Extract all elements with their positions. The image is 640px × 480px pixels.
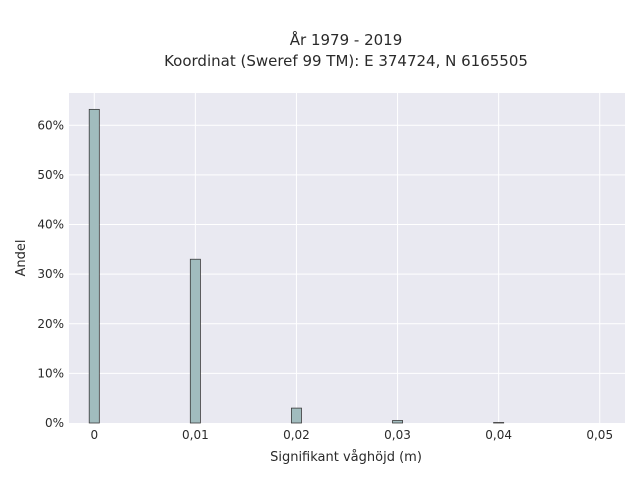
- y-tick-label: 20%: [37, 317, 64, 331]
- y-tick-label: 60%: [37, 118, 64, 132]
- bar: [392, 420, 403, 424]
- y-axis-label: Andel: [14, 240, 29, 277]
- y-tick-label: 30%: [37, 267, 64, 281]
- x-tick-label: 0,05: [586, 428, 613, 442]
- bar: [493, 422, 505, 424]
- x-tick-label: 0,02: [283, 428, 310, 442]
- x-tick-label: 0,01: [182, 428, 209, 442]
- bars: [88, 108, 505, 424]
- x-tick-label: 0,03: [384, 428, 411, 442]
- chart-title-line1: År 1979 - 2019: [290, 30, 403, 49]
- bar: [189, 258, 201, 424]
- y-tick-label: 10%: [37, 366, 64, 380]
- y-tick-label: 0%: [45, 416, 64, 430]
- x-axis-ticks: 0 0,01 0,02 0,03 0,04 0,05: [90, 428, 613, 442]
- x-axis-label: Signifikant våghöjd (m): [270, 450, 422, 465]
- grid-lines: [69, 93, 625, 423]
- x-tick-label: 0,04: [485, 428, 512, 442]
- y-tick-label: 50%: [37, 168, 64, 182]
- y-tick-label: 40%: [37, 218, 64, 232]
- bar: [290, 407, 302, 424]
- chart-title-line2: Koordinat (Sweref 99 TM): E 374724, N 61…: [164, 52, 528, 70]
- y-axis-ticks: 0% 10% 20% 30% 40% 50% 60%: [37, 118, 64, 430]
- bar: [88, 108, 100, 424]
- x-tick-label: 0: [90, 428, 98, 442]
- plot-area: [69, 93, 625, 423]
